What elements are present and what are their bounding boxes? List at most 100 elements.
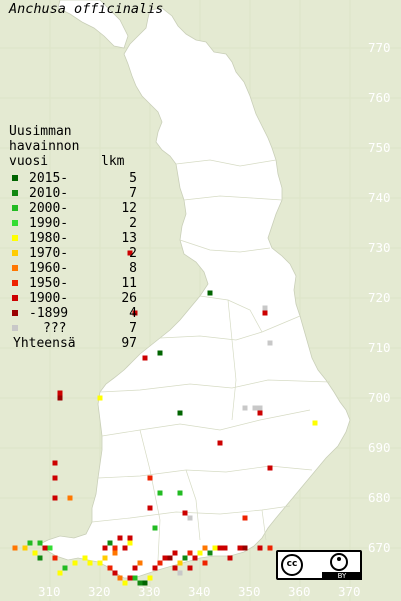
northing-label: 670 [368,540,391,555]
legend-count: 11 [121,276,137,291]
observation-marker [267,340,273,346]
northing-label: 690 [368,440,391,455]
observation-marker [177,570,183,576]
observation-marker [177,410,183,416]
municipal-borders [91,159,331,561]
attribution-person-icon [330,553,348,571]
legend-swatch [12,265,18,271]
observation-marker [157,490,163,496]
legend-year-label: ??? [43,321,67,336]
observation-marker [172,550,178,556]
legend-count: 7 [129,186,137,201]
observation-marker [187,550,193,556]
observation-marker [252,405,258,411]
legend-heading-2: havainnon [9,139,80,154]
easting-label: 330 [138,584,161,599]
observation-marker [42,545,48,551]
easting-label: 360 [288,584,311,599]
legend-count: 12 [121,201,137,216]
observation-marker [132,310,138,316]
observation-marker [257,545,263,551]
observation-marker [102,555,108,561]
observation-marker [267,545,273,551]
observation-marker [202,560,208,566]
observation-marker [112,550,118,556]
observation-marker [237,545,243,551]
observation-marker [112,545,118,551]
observation-marker [137,560,143,566]
observation-marker [127,250,133,256]
by-label: BY [322,572,362,580]
observation-marker [132,565,138,571]
easting-label: 370 [338,584,361,599]
legend-swatch [12,280,18,286]
observation-marker [107,540,113,546]
observation-marker [207,550,213,556]
observation-marker [142,580,148,586]
legend-heading-1: Uusimman [9,124,72,139]
legend-count: 2 [129,216,137,231]
northing-label: 680 [368,490,391,505]
legend-year-label: 1960- [29,261,69,276]
observation-marker [197,550,203,556]
observation-marker [37,540,43,546]
observation-marker [102,545,108,551]
cc-icon: cc [281,554,303,576]
legend-count: 8 [129,261,137,276]
observation-marker [127,535,133,541]
observation-marker [117,535,123,541]
legend-count: 5 [129,171,137,186]
northing-label: 770 [368,40,391,55]
northing-label: 720 [368,290,391,305]
northing-label: 760 [368,90,391,105]
observation-marker [152,565,158,571]
observation-marker [207,290,213,296]
easting-label: 350 [238,584,261,599]
observation-marker [242,405,248,411]
observation-marker [312,420,318,426]
northing-label: 750 [368,140,391,155]
observation-marker [262,310,268,316]
observation-marker [212,545,218,551]
finland-land [39,7,351,579]
legend-col-year: vuosi [9,154,49,169]
observation-marker [177,560,183,566]
observation-marker [52,475,58,481]
observation-markers [12,250,318,586]
legend-total-label: Yhteensä [13,336,76,351]
observation-marker [157,560,163,566]
observation-marker [257,405,263,411]
observation-marker [67,495,73,501]
observation-marker [217,440,223,446]
legend-year-label: 1990- [29,216,69,231]
observation-marker [152,525,158,531]
observation-marker [192,555,198,561]
legend-count: 7 [129,321,137,336]
legend-count: 13 [121,231,137,246]
observation-marker [257,410,263,416]
observation-marker [177,490,183,496]
map-title: Anchusa officinalis [9,1,164,17]
observation-marker [87,560,93,566]
legend-swatch [12,175,18,181]
northing-label: 730 [368,240,391,255]
observation-marker [27,540,33,546]
observation-marker [242,515,248,521]
observation-marker [127,575,133,581]
land-western-lobe [57,0,129,49]
observation-marker [262,305,268,311]
observation-marker [122,580,128,586]
observation-marker [52,460,58,466]
northing-label: 700 [368,390,391,405]
observation-marker [22,545,28,551]
cc-by-license-badge[interactable]: cc BY [276,550,362,580]
observation-marker [182,555,188,561]
observation-marker [147,475,153,481]
observation-marker [172,565,178,571]
legend-year-label: 1980- [29,231,69,246]
observation-marker [222,545,228,551]
observation-marker [162,555,168,561]
legend-swatch [12,205,18,211]
easting-label: 320 [88,584,111,599]
